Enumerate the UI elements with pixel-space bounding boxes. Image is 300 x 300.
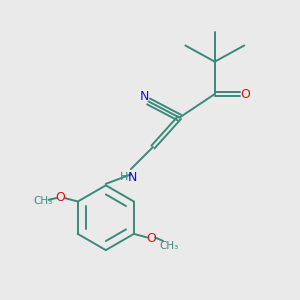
Text: O: O — [55, 190, 65, 204]
Text: N: N — [128, 171, 137, 184]
Text: CH₃: CH₃ — [33, 196, 52, 206]
Text: O: O — [147, 232, 157, 245]
Text: H: H — [120, 172, 129, 182]
Text: CH₃: CH₃ — [159, 241, 178, 251]
Text: N: N — [140, 90, 149, 103]
Text: O: O — [240, 88, 250, 100]
